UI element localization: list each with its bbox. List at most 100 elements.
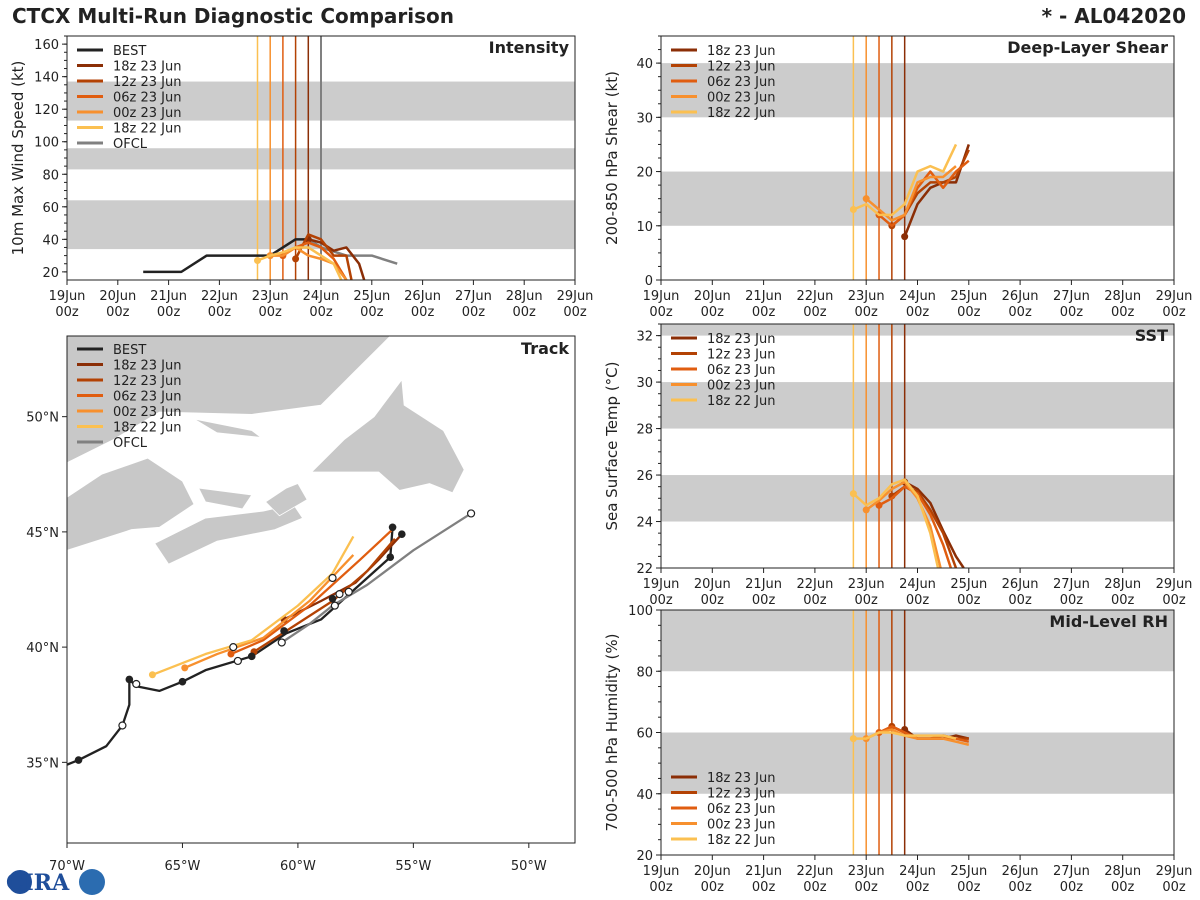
x-tick-label-hour: 00z	[906, 593, 930, 608]
x-tick-label-hour: 00z	[1111, 593, 1135, 608]
logo-text: CIRA	[6, 870, 70, 896]
track-position-open-point	[118, 721, 127, 730]
globe-icon	[8, 870, 32, 894]
series-line-run_18z23	[904, 480, 965, 568]
legend-label: 18z 22 Jun	[707, 394, 776, 409]
lat-tick-label: 45°N	[26, 526, 59, 541]
x-tick-label-day: 19Jun	[49, 289, 86, 304]
track-position-point	[178, 677, 187, 686]
land-mass	[264, 482, 308, 517]
x-tick-label-hour: 00z	[309, 305, 333, 320]
track-start-point	[227, 650, 235, 658]
series-start-point	[862, 506, 870, 514]
series-line-run_00z23	[865, 165, 957, 222]
track-line-ofcl	[281, 512, 472, 644]
x-tick-label-day: 25Jun	[950, 289, 987, 304]
track-line-run_18z22	[152, 535, 355, 676]
track-position-open-point	[344, 587, 353, 596]
x-tick-label-day: 24Jun	[899, 289, 936, 304]
panel-title: Intensity	[489, 38, 570, 57]
y-tick-label: 20	[42, 266, 59, 281]
legend-label: BEST	[113, 44, 146, 59]
series-line-run_00z23	[865, 480, 942, 568]
land-mass	[310, 378, 465, 494]
panel-title: Mid-Level RH	[1049, 612, 1168, 631]
x-tick-label-hour: 00z	[259, 305, 283, 320]
series-line-run_18z23	[903, 144, 970, 238]
track-line-run_12z23	[253, 538, 396, 653]
y-tick-label: 24	[636, 516, 653, 531]
csu-seal-icon	[79, 869, 105, 895]
lon-tick-label: 70°W	[49, 859, 85, 874]
track-start-point	[181, 664, 189, 672]
legend-label: BEST	[113, 343, 146, 358]
x-tick-label-day: 29Jun	[1156, 577, 1193, 592]
series-line-run_18z22	[852, 478, 940, 568]
x-tick-label-day: 25Jun	[950, 864, 987, 879]
x-tick-label-hour: 00z	[411, 305, 435, 320]
panel-title: Deep-Layer Shear	[1007, 38, 1168, 57]
x-tick-label-day: 27Jun	[1053, 577, 1090, 592]
shaded-band	[661, 171, 1174, 226]
track-position-point	[280, 627, 288, 635]
track-position-open-point	[466, 509, 476, 518]
x-tick-label-day: 28Jun	[1104, 864, 1141, 879]
legend-label: 12z 23 Jun	[113, 374, 182, 389]
track-line-run_06z23	[230, 526, 396, 656]
legend-label: 06z 23 Jun	[113, 390, 182, 405]
x-tick-label-hour: 00z	[803, 880, 827, 895]
x-tick-label-day: 28Jun	[1104, 289, 1141, 304]
series-line-run_18z22	[853, 731, 957, 740]
x-tick-label-day: 22Jun	[796, 577, 833, 592]
shaded-band	[661, 732, 1174, 794]
x-tick-label-hour: 00z	[563, 305, 587, 320]
shaded-band	[661, 324, 1174, 336]
x-tick-label-day: 27Jun	[455, 289, 492, 304]
legend-label: 06z 23 Jun	[707, 75, 776, 90]
legend-label: 12z 23 Jun	[707, 60, 776, 75]
shaded-band	[661, 382, 1174, 429]
x-tick-label-hour: 00z	[803, 305, 827, 320]
x-tick-label-day: 22Jun	[796, 864, 833, 879]
y-tick-label: 32	[636, 330, 653, 345]
legend-label: 06z 23 Jun	[707, 363, 776, 378]
x-tick-label-hour: 00z	[752, 593, 776, 608]
x-tick-label-hour: 00z	[701, 593, 725, 608]
legend-label: 12z 23 Jun	[707, 787, 776, 802]
x-tick-label-hour: 00z	[1008, 593, 1032, 608]
legend-label: 18z 22 Jun	[707, 833, 776, 848]
x-tick-label-hour: 00z	[752, 880, 776, 895]
legend-label: 18z 22 Jun	[113, 421, 182, 436]
x-tick-label-day: 29Jun	[557, 289, 594, 304]
track-position-point	[388, 523, 397, 532]
series-line-best	[143, 238, 322, 274]
y-tick-label: 100	[628, 604, 653, 619]
x-tick-label-hour: 00z	[957, 305, 981, 320]
series-start-point	[875, 501, 883, 509]
land-mass	[154, 503, 304, 565]
x-tick-label-day: 24Jun	[899, 864, 936, 879]
x-tick-label-day: 24Jun	[303, 289, 340, 304]
map-area	[67, 336, 476, 766]
x-tick-label-day: 21Jun	[745, 864, 782, 879]
y-tick-label: 140	[34, 71, 59, 86]
x-tick-label-hour: 00z	[360, 305, 384, 320]
series-line-run_12z23	[294, 233, 353, 280]
x-tick-label-hour: 00z	[906, 305, 930, 320]
x-tick-label-day: 28Jun	[1104, 577, 1141, 592]
x-tick-label-hour: 00z	[1111, 305, 1135, 320]
panel-shear: 01020304019Jun00z20Jun00z21Jun00z22Jun00…	[603, 35, 1193, 320]
x-tick-label-hour: 00z	[957, 880, 981, 895]
track-position-open-point	[233, 656, 242, 666]
legend-label: 00z 23 Jun	[707, 379, 776, 394]
x-tick-label-day: 23Jun	[848, 577, 885, 592]
panel-rh: 2040608010019Jun00z20Jun00z21Jun00z22Jun…	[603, 604, 1192, 895]
land-mass	[67, 457, 195, 551]
y-tick-label: 26	[636, 469, 653, 484]
land-mass	[197, 487, 253, 510]
x-tick-label-day: 25Jun	[950, 577, 987, 592]
x-tick-label-day: 21Jun	[150, 289, 187, 304]
x-tick-label-day: 29Jun	[1156, 289, 1193, 304]
track-position-point	[398, 530, 406, 538]
lon-tick-label: 50°W	[511, 859, 547, 874]
